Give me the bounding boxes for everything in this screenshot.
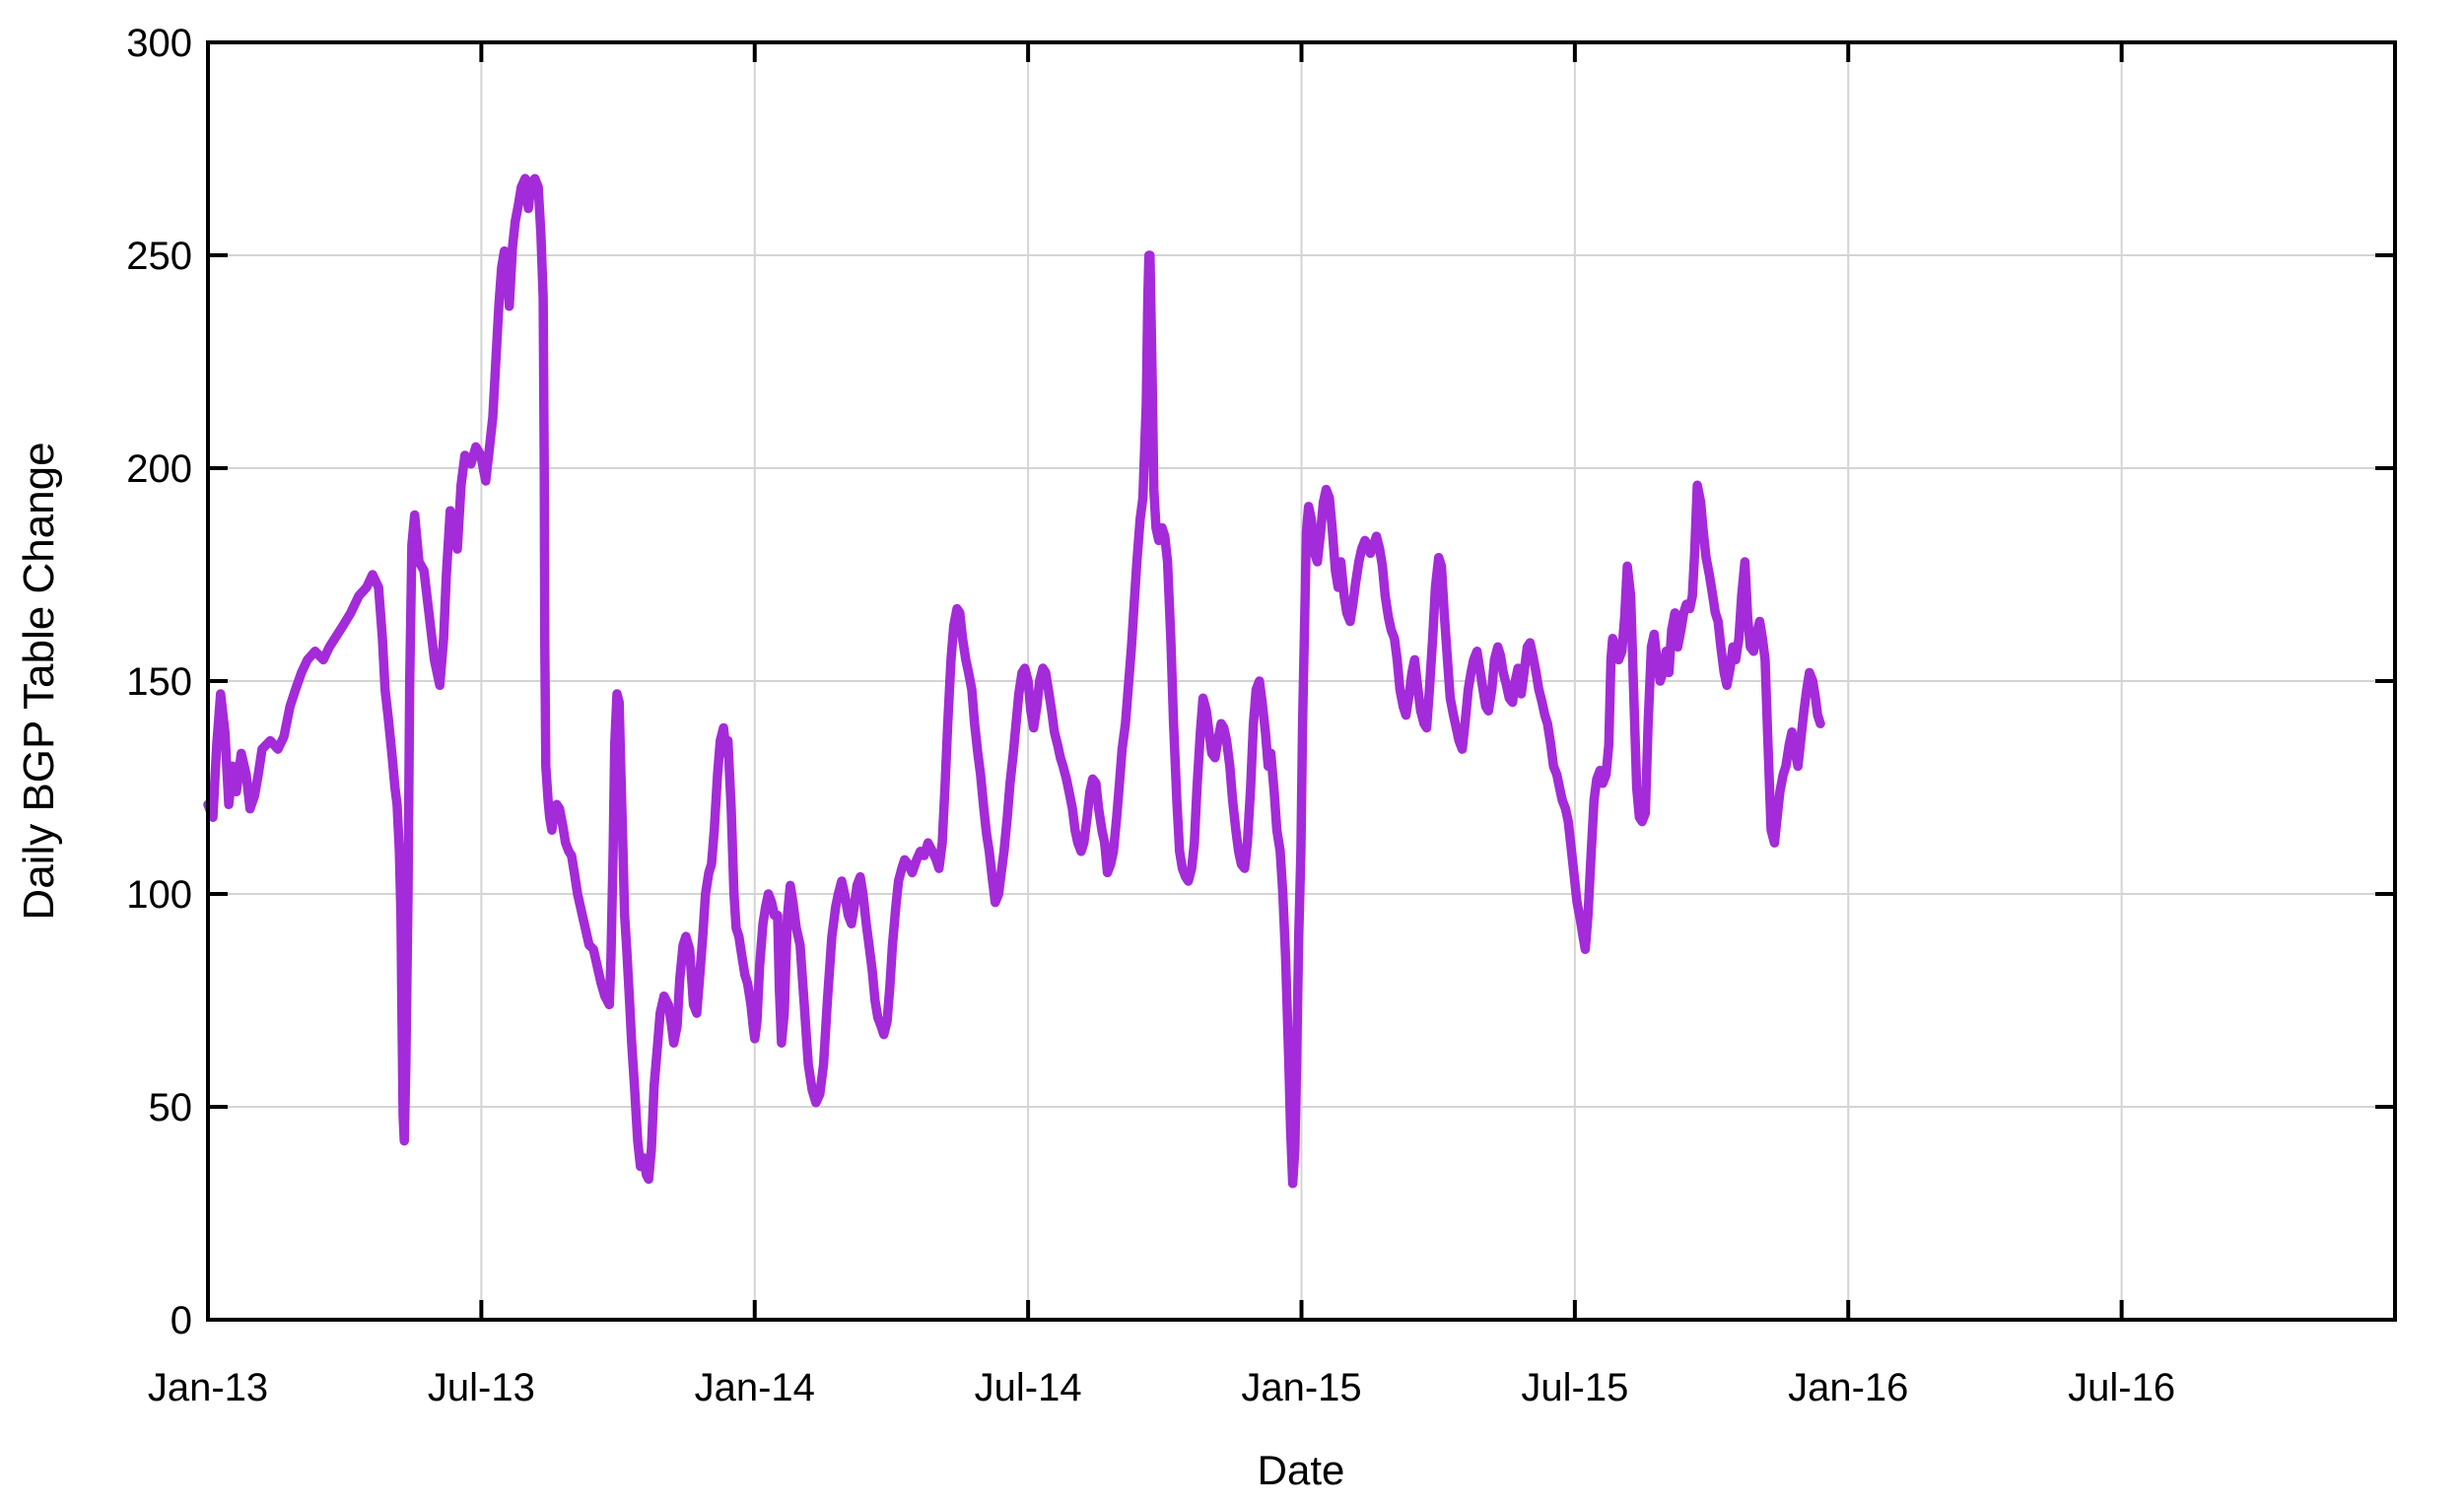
x-tick-label: Jan-16 <box>1788 1366 1908 1409</box>
x-axis-title: Date <box>1257 1447 1345 1493</box>
data-line <box>203 173 1825 1189</box>
x-tick-label: Jan-13 <box>148 1366 268 1409</box>
y-tick-label: 250 <box>126 235 192 278</box>
y-tick-label: 100 <box>126 873 192 917</box>
x-tick-label: Jan-15 <box>1241 1366 1361 1409</box>
x-tick-label: Jul-16 <box>2068 1366 2175 1409</box>
y-axis-title: Daily BGP Table Change <box>15 442 63 921</box>
x-tick-label: Jul-14 <box>975 1366 1082 1409</box>
y-tick-label: 0 <box>171 1299 192 1342</box>
y-tick-label: 200 <box>126 447 192 491</box>
x-tick-label: Jan-14 <box>695 1366 815 1409</box>
y-tick-label: 300 <box>126 22 192 65</box>
x-tick-label: Jul-13 <box>428 1366 535 1409</box>
y-tick-label: 50 <box>149 1086 193 1130</box>
y-tick-label: 150 <box>126 660 192 704</box>
x-tick-label: Jul-15 <box>1521 1366 1628 1409</box>
